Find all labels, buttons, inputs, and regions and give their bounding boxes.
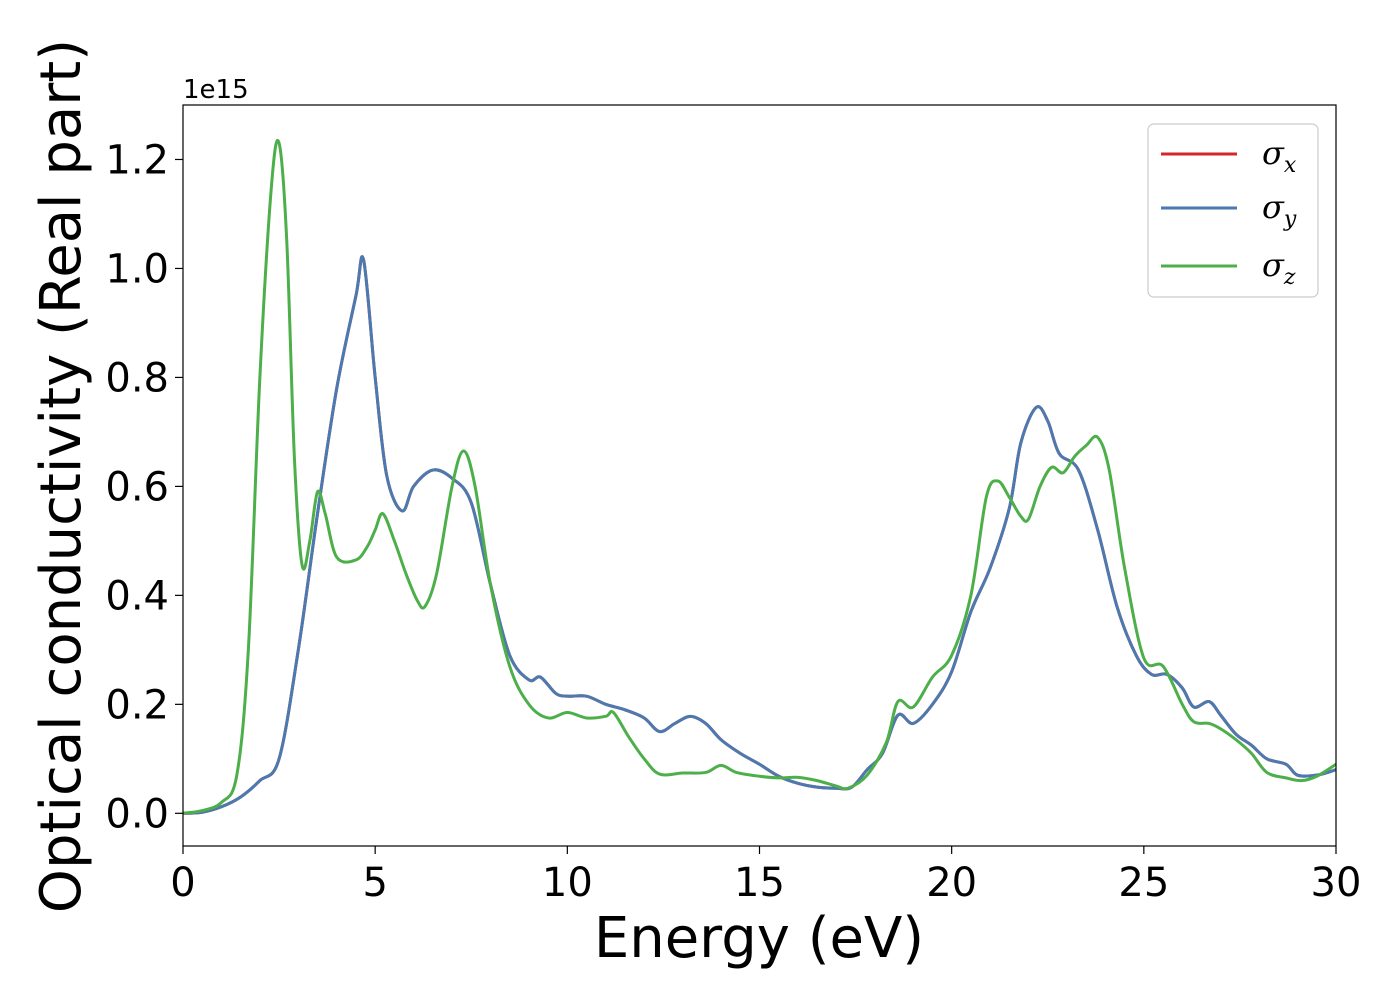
y-tick-label: 0.8	[105, 355, 169, 401]
y-tick-label: 0.6	[105, 464, 169, 510]
legend: σx σy σz	[1147, 123, 1319, 298]
series-layer	[183, 139, 1336, 815]
series-line-z	[183, 139, 1336, 815]
x-axis-title: Energy (eV)	[594, 906, 924, 971]
x-tick-label: 5	[362, 860, 387, 906]
y-tick-label: 0.4	[105, 573, 169, 619]
legend-label-z: σz	[1262, 246, 1296, 290]
y-offset-text: 1e15	[183, 75, 249, 105]
x-tick-label: 0	[170, 860, 195, 906]
y-tick-label: 0.0	[105, 791, 169, 837]
x-tick-label: 20	[926, 860, 977, 906]
legend-label-y: σy	[1262, 188, 1297, 232]
y-tick-label: 1.0	[105, 246, 169, 292]
x-tick-label: 15	[734, 860, 785, 906]
series-line-y	[183, 255, 1336, 815]
y-axis: 0.0 0.2 0.4 0.6 0.8 1.0 1.2	[105, 137, 183, 837]
y-tick-label: 0.2	[105, 682, 169, 728]
legend-box	[1147, 123, 1319, 298]
x-tick-label: 10	[542, 860, 593, 906]
x-axis: 0 5 10 15 20 25 30	[170, 846, 1361, 906]
legend-label-x: σx	[1262, 134, 1297, 178]
x-tick-label: 25	[1118, 860, 1169, 906]
series-line-x	[183, 255, 1336, 815]
x-tick-label: 30	[1311, 860, 1362, 906]
y-tick-label: 1.2	[105, 137, 169, 183]
y-axis-title: Optical conductivity (Real part)	[29, 39, 94, 913]
